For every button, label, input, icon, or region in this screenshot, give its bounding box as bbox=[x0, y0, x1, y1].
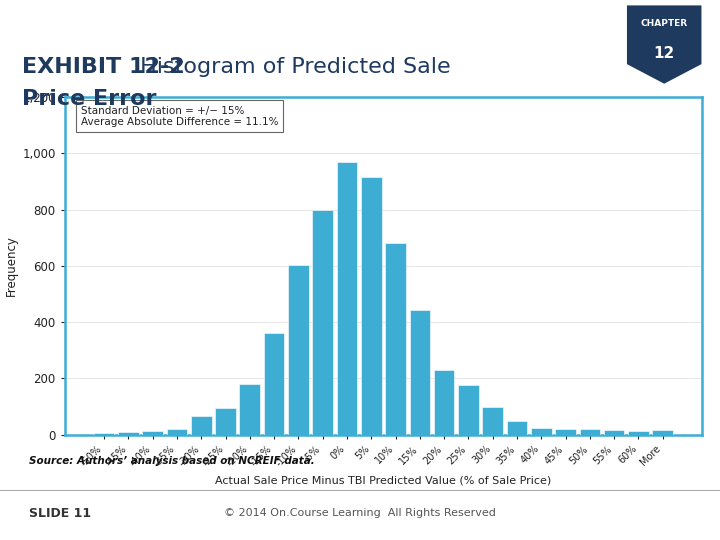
Bar bbox=[410, 309, 430, 435]
Bar bbox=[628, 431, 649, 435]
Bar bbox=[166, 429, 187, 435]
Bar bbox=[531, 428, 552, 435]
X-axis label: Actual Sale Price Minus TBI Predicted Value (% of Sale Price): Actual Sale Price Minus TBI Predicted Va… bbox=[215, 476, 552, 485]
Bar bbox=[337, 162, 357, 435]
Text: SLIDE 11: SLIDE 11 bbox=[29, 507, 91, 520]
Bar bbox=[507, 421, 527, 435]
Bar bbox=[604, 430, 624, 435]
Bar bbox=[433, 370, 454, 435]
Bar bbox=[458, 386, 479, 435]
Bar bbox=[215, 408, 236, 435]
Bar bbox=[580, 429, 600, 435]
Bar bbox=[143, 431, 163, 435]
Text: Price Error: Price Error bbox=[22, 89, 156, 109]
Bar bbox=[312, 210, 333, 435]
Bar bbox=[482, 407, 503, 435]
Bar bbox=[94, 433, 114, 435]
Text: Standard Deviation = +/− 15%
Average Absolute Difference = 11.1%: Standard Deviation = +/− 15% Average Abs… bbox=[81, 106, 278, 127]
Bar bbox=[264, 333, 284, 435]
Bar bbox=[555, 429, 576, 435]
Bar bbox=[118, 433, 139, 435]
Text: Histogram of Predicted Sale: Histogram of Predicted Sale bbox=[133, 57, 451, 77]
Text: CHAPTER: CHAPTER bbox=[641, 19, 688, 29]
Bar bbox=[652, 430, 673, 435]
Bar bbox=[191, 416, 212, 435]
Bar bbox=[240, 384, 260, 435]
Bar bbox=[361, 177, 382, 435]
Text: EXHIBIT 12-2: EXHIBIT 12-2 bbox=[22, 57, 184, 77]
Text: 12: 12 bbox=[654, 46, 675, 61]
Text: © 2014 On.Course Learning  All Rights Reserved: © 2014 On.Course Learning All Rights Res… bbox=[224, 508, 496, 518]
Y-axis label: Frequency: Frequency bbox=[5, 235, 18, 296]
Text: Source: Authors’ analysis based on NCREIF data.: Source: Authors’ analysis based on NCREI… bbox=[29, 456, 315, 467]
Polygon shape bbox=[627, 5, 701, 84]
Bar bbox=[288, 265, 309, 435]
Bar bbox=[385, 244, 406, 435]
